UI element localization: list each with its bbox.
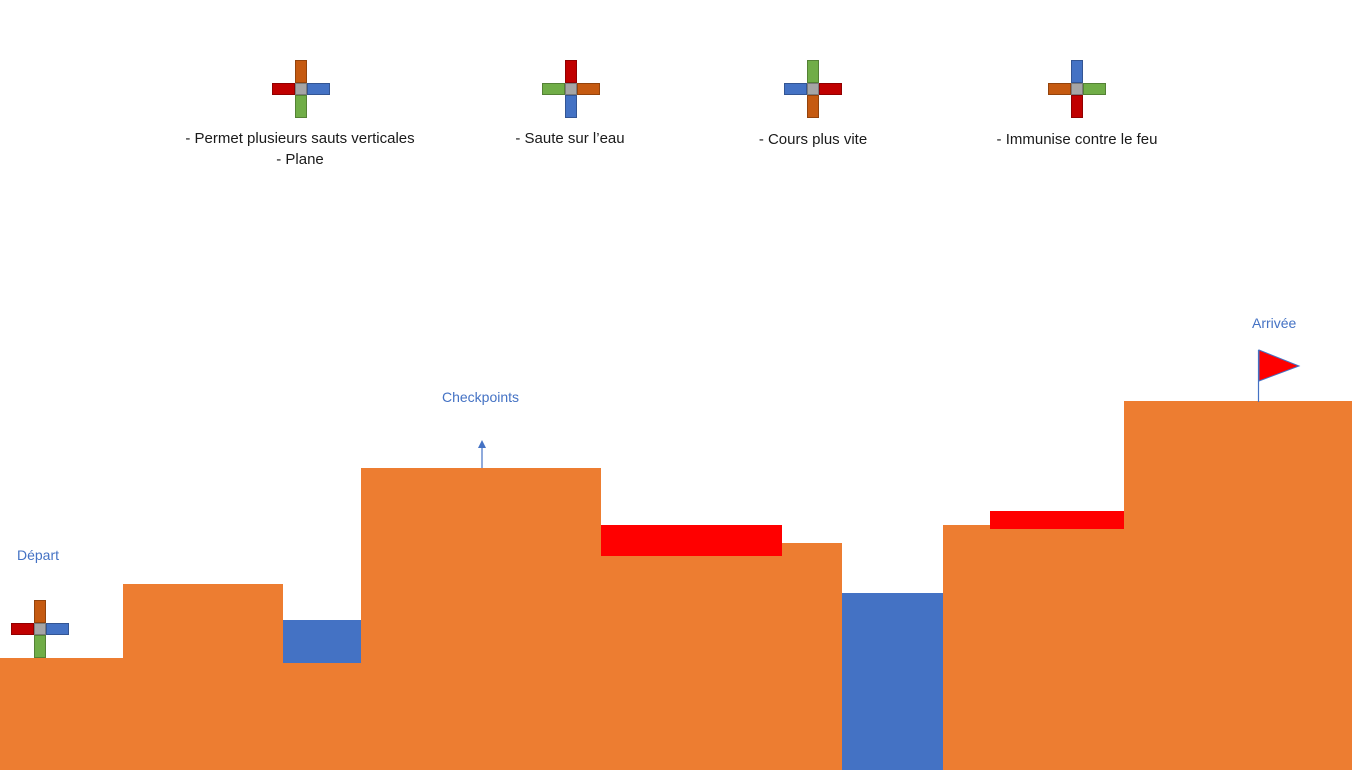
start-label: Départ: [17, 547, 60, 563]
powerup-4-description: - Immunise contre le feu: [972, 129, 1182, 150]
powerup-1-icon: [272, 60, 330, 118]
fire-hazard-1: [601, 525, 782, 556]
powerup-1-line-2: - Plane: [276, 151, 324, 168]
fire-hazard-2: [990, 511, 1124, 529]
ground-step-2: [601, 543, 842, 770]
cross-arm-top: [807, 60, 819, 83]
ground-step-1: [123, 584, 283, 770]
powerup-2-description: - Saute sur l’eau: [490, 128, 650, 149]
water-pit: [842, 593, 943, 770]
ground-start: [0, 658, 123, 770]
cross-arm-bottom: [565, 95, 577, 118]
checkpoints-label: Checkpoints: [442, 389, 520, 405]
powerup-2-line-1: - Saute sur l’eau: [515, 130, 625, 147]
cross-arm-right: [819, 83, 842, 95]
player-cross-icon: [11, 600, 69, 658]
cross-arm-left: [11, 623, 34, 635]
powerup-4-line-1: - Immunise contre le feu: [996, 131, 1158, 148]
cross-center: [295, 83, 307, 95]
cross-arm-bottom: [1071, 95, 1083, 118]
cross-arm-right: [46, 623, 69, 635]
cross-arm-top: [295, 60, 307, 83]
finish-flag-icon: [1257, 349, 1301, 402]
cross-arm-right: [1083, 83, 1106, 95]
powerup-3-line-1: - Cours plus vite: [758, 131, 868, 148]
cross-arm-bottom: [34, 635, 46, 658]
powerup-4-icon: [1048, 60, 1106, 118]
cross-arm-right: [577, 83, 600, 95]
powerup-1-description: - Permet plusieurs sauts verticales - Pl…: [170, 128, 430, 170]
ground-finish-plateau: [1124, 401, 1352, 770]
water-pool-small: [283, 620, 361, 663]
cross-center: [807, 83, 819, 95]
cross-arm-bottom: [807, 95, 819, 118]
cross-arm-right: [307, 83, 330, 95]
cross-arm-left: [542, 83, 565, 95]
cross-center: [34, 623, 46, 635]
ground-checkpoint-plateau: [361, 468, 601, 770]
cross-center: [565, 83, 577, 95]
ground-under-pool: [283, 663, 361, 770]
cross-arm-top: [34, 600, 46, 623]
powerup-3-description: - Cours plus vite: [733, 129, 893, 150]
cross-arm-left: [784, 83, 807, 95]
powerup-2-icon: [542, 60, 600, 118]
checkpoint-arrow-icon: [478, 440, 486, 468]
cross-arm-top: [1071, 60, 1083, 83]
cross-center: [1071, 83, 1083, 95]
ground-step-3: [943, 525, 1124, 770]
cross-arm-left: [272, 83, 295, 95]
cross-arm-top: [565, 60, 577, 83]
powerup-1-line-1: - Permet plusieurs sauts verticales: [185, 130, 415, 147]
powerup-3-icon: [784, 60, 842, 118]
finish-label: Arrivée: [1252, 315, 1297, 331]
cross-arm-bottom: [295, 95, 307, 118]
cross-arm-left: [1048, 83, 1071, 95]
